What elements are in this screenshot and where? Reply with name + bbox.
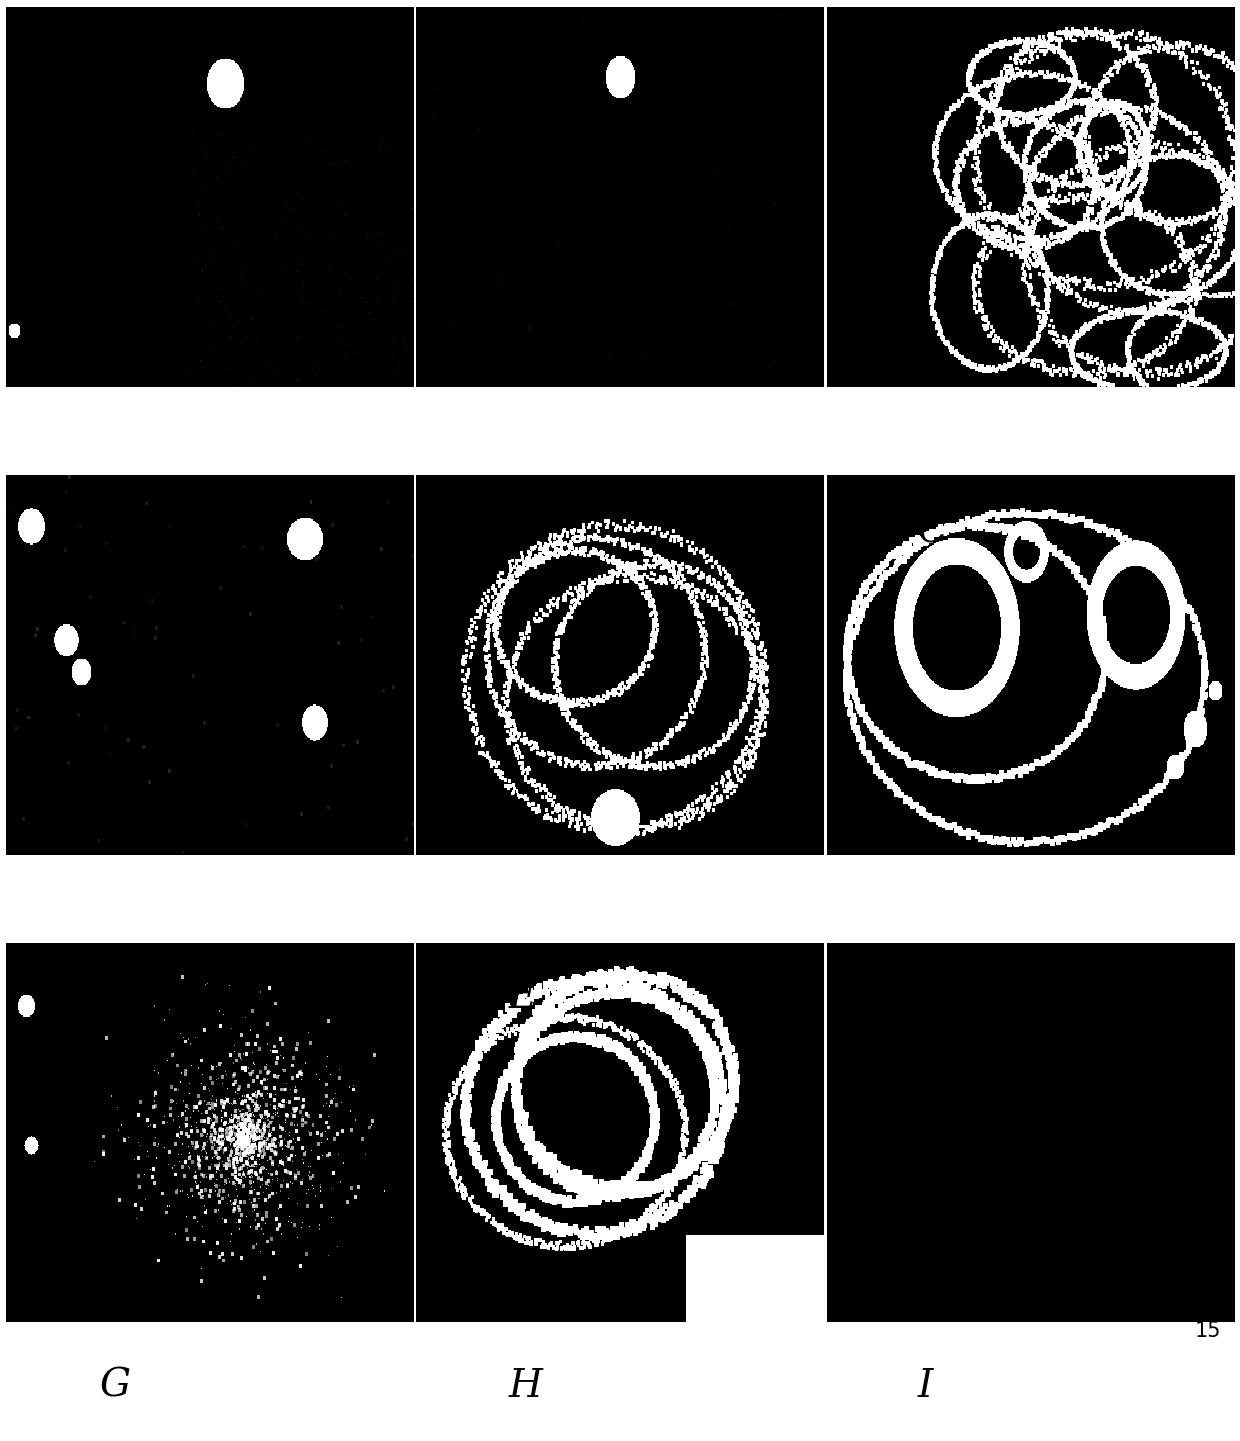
Text: 10: 10 <box>1195 540 1221 561</box>
Text: H: H <box>508 1368 542 1405</box>
Text: F: F <box>918 978 945 1016</box>
Text: D: D <box>99 978 130 1016</box>
Text: G: G <box>99 1368 130 1405</box>
Text: B: B <box>508 513 537 550</box>
Text: 15: 15 <box>1195 1321 1221 1342</box>
Text: I: I <box>918 1368 932 1405</box>
Text: C: C <box>918 513 947 550</box>
Text: A: A <box>99 513 128 550</box>
Text: E: E <box>508 978 537 1016</box>
